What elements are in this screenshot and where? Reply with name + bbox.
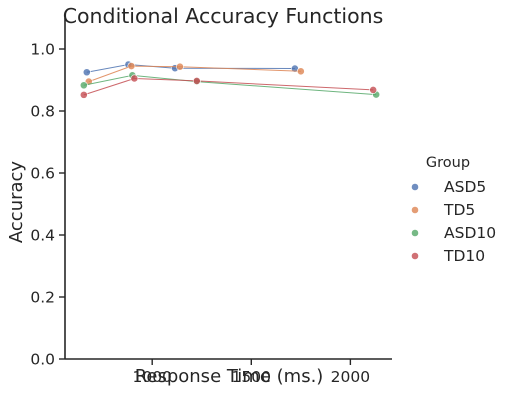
series-line-asd10: [83, 74, 377, 96]
data-point-td10: [369, 86, 378, 94]
x-tick-label: 1500: [232, 368, 271, 386]
data-point-td10: [130, 74, 139, 83]
data-point-td5: [127, 62, 136, 70]
legend: Group ASD5 TD5 ASD10 TD10: [411, 155, 496, 265]
legend-title: Group: [426, 155, 470, 171]
data-point-td5: [176, 62, 184, 71]
data-point-td10: [192, 77, 201, 85]
y-tick-label: 0.2: [30, 289, 55, 307]
data-point-asd10: [79, 81, 88, 90]
y-tick-label: 0.0: [30, 351, 55, 369]
legend-marker-asd10: [411, 229, 419, 237]
y-axis-label: Accuracy: [6, 161, 27, 244]
legend-label-td10: TD10: [443, 247, 485, 265]
chart-title: Conditional Accuracy Functions: [63, 4, 384, 28]
data-point-td5: [296, 67, 305, 76]
x-axis-label: Response Time (ms.): [135, 366, 324, 387]
legend-label-asd5: ASD5: [444, 178, 486, 196]
y-tick-label: 0.8: [30, 103, 55, 121]
x-tick-label: 1000: [132, 368, 171, 386]
legend-marker-td10: [411, 252, 419, 260]
x-tick-group: 1000 1500 2000: [132, 359, 370, 386]
legend-label-td5: TD5: [443, 201, 475, 219]
y-tick-label: 0.4: [30, 227, 55, 245]
legend-marker-td5: [411, 206, 419, 214]
legend-label-asd10: ASD10: [444, 224, 496, 242]
y-tick-group: 0.0 0.2 0.4 0.6 0.8 1.0: [30, 41, 65, 369]
plot-area: [79, 60, 381, 99]
y-tick-label: 0.6: [30, 165, 55, 183]
y-tick-label: 1.0: [30, 41, 55, 59]
series-line-td5: [88, 65, 301, 83]
legend-marker-asd5: [411, 183, 419, 191]
data-point-td10: [79, 90, 88, 99]
series-line-td10: [83, 77, 374, 96]
x-tick-label: 2000: [331, 368, 370, 386]
data-point-asd5: [82, 68, 91, 77]
